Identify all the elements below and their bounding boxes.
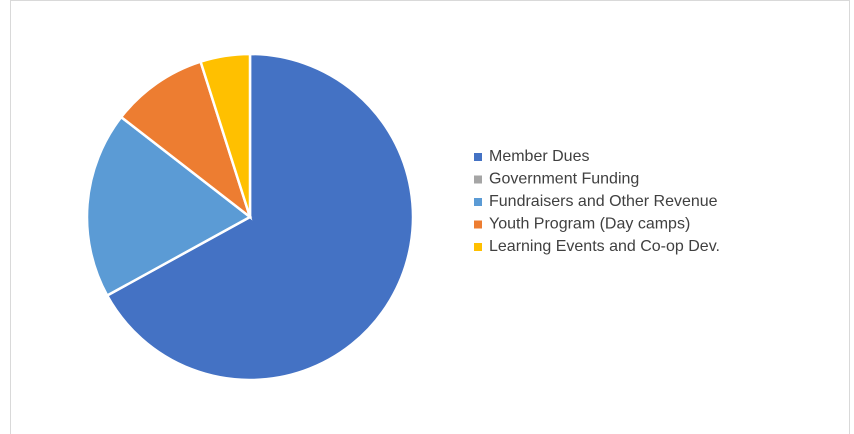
pie-slice	[119, 60, 253, 221]
legend-label: Learning Events and Co-op Dev.	[489, 238, 720, 255]
legend-label: Fundraisers and Other Revenue	[489, 193, 718, 210]
legend-label: Member Dues	[489, 148, 589, 165]
legend-label: Government Funding	[489, 171, 639, 188]
legend-swatch	[474, 243, 482, 251]
legend-swatch	[474, 220, 482, 229]
pie-slice	[85, 115, 253, 298]
pie-slice	[199, 52, 252, 218]
pie-slice	[105, 52, 415, 382]
legend-label: Youth Program (Day camps)	[489, 216, 690, 233]
legend-swatch	[474, 153, 482, 161]
legend-swatch	[474, 175, 482, 184]
legend-swatch	[474, 198, 482, 206]
